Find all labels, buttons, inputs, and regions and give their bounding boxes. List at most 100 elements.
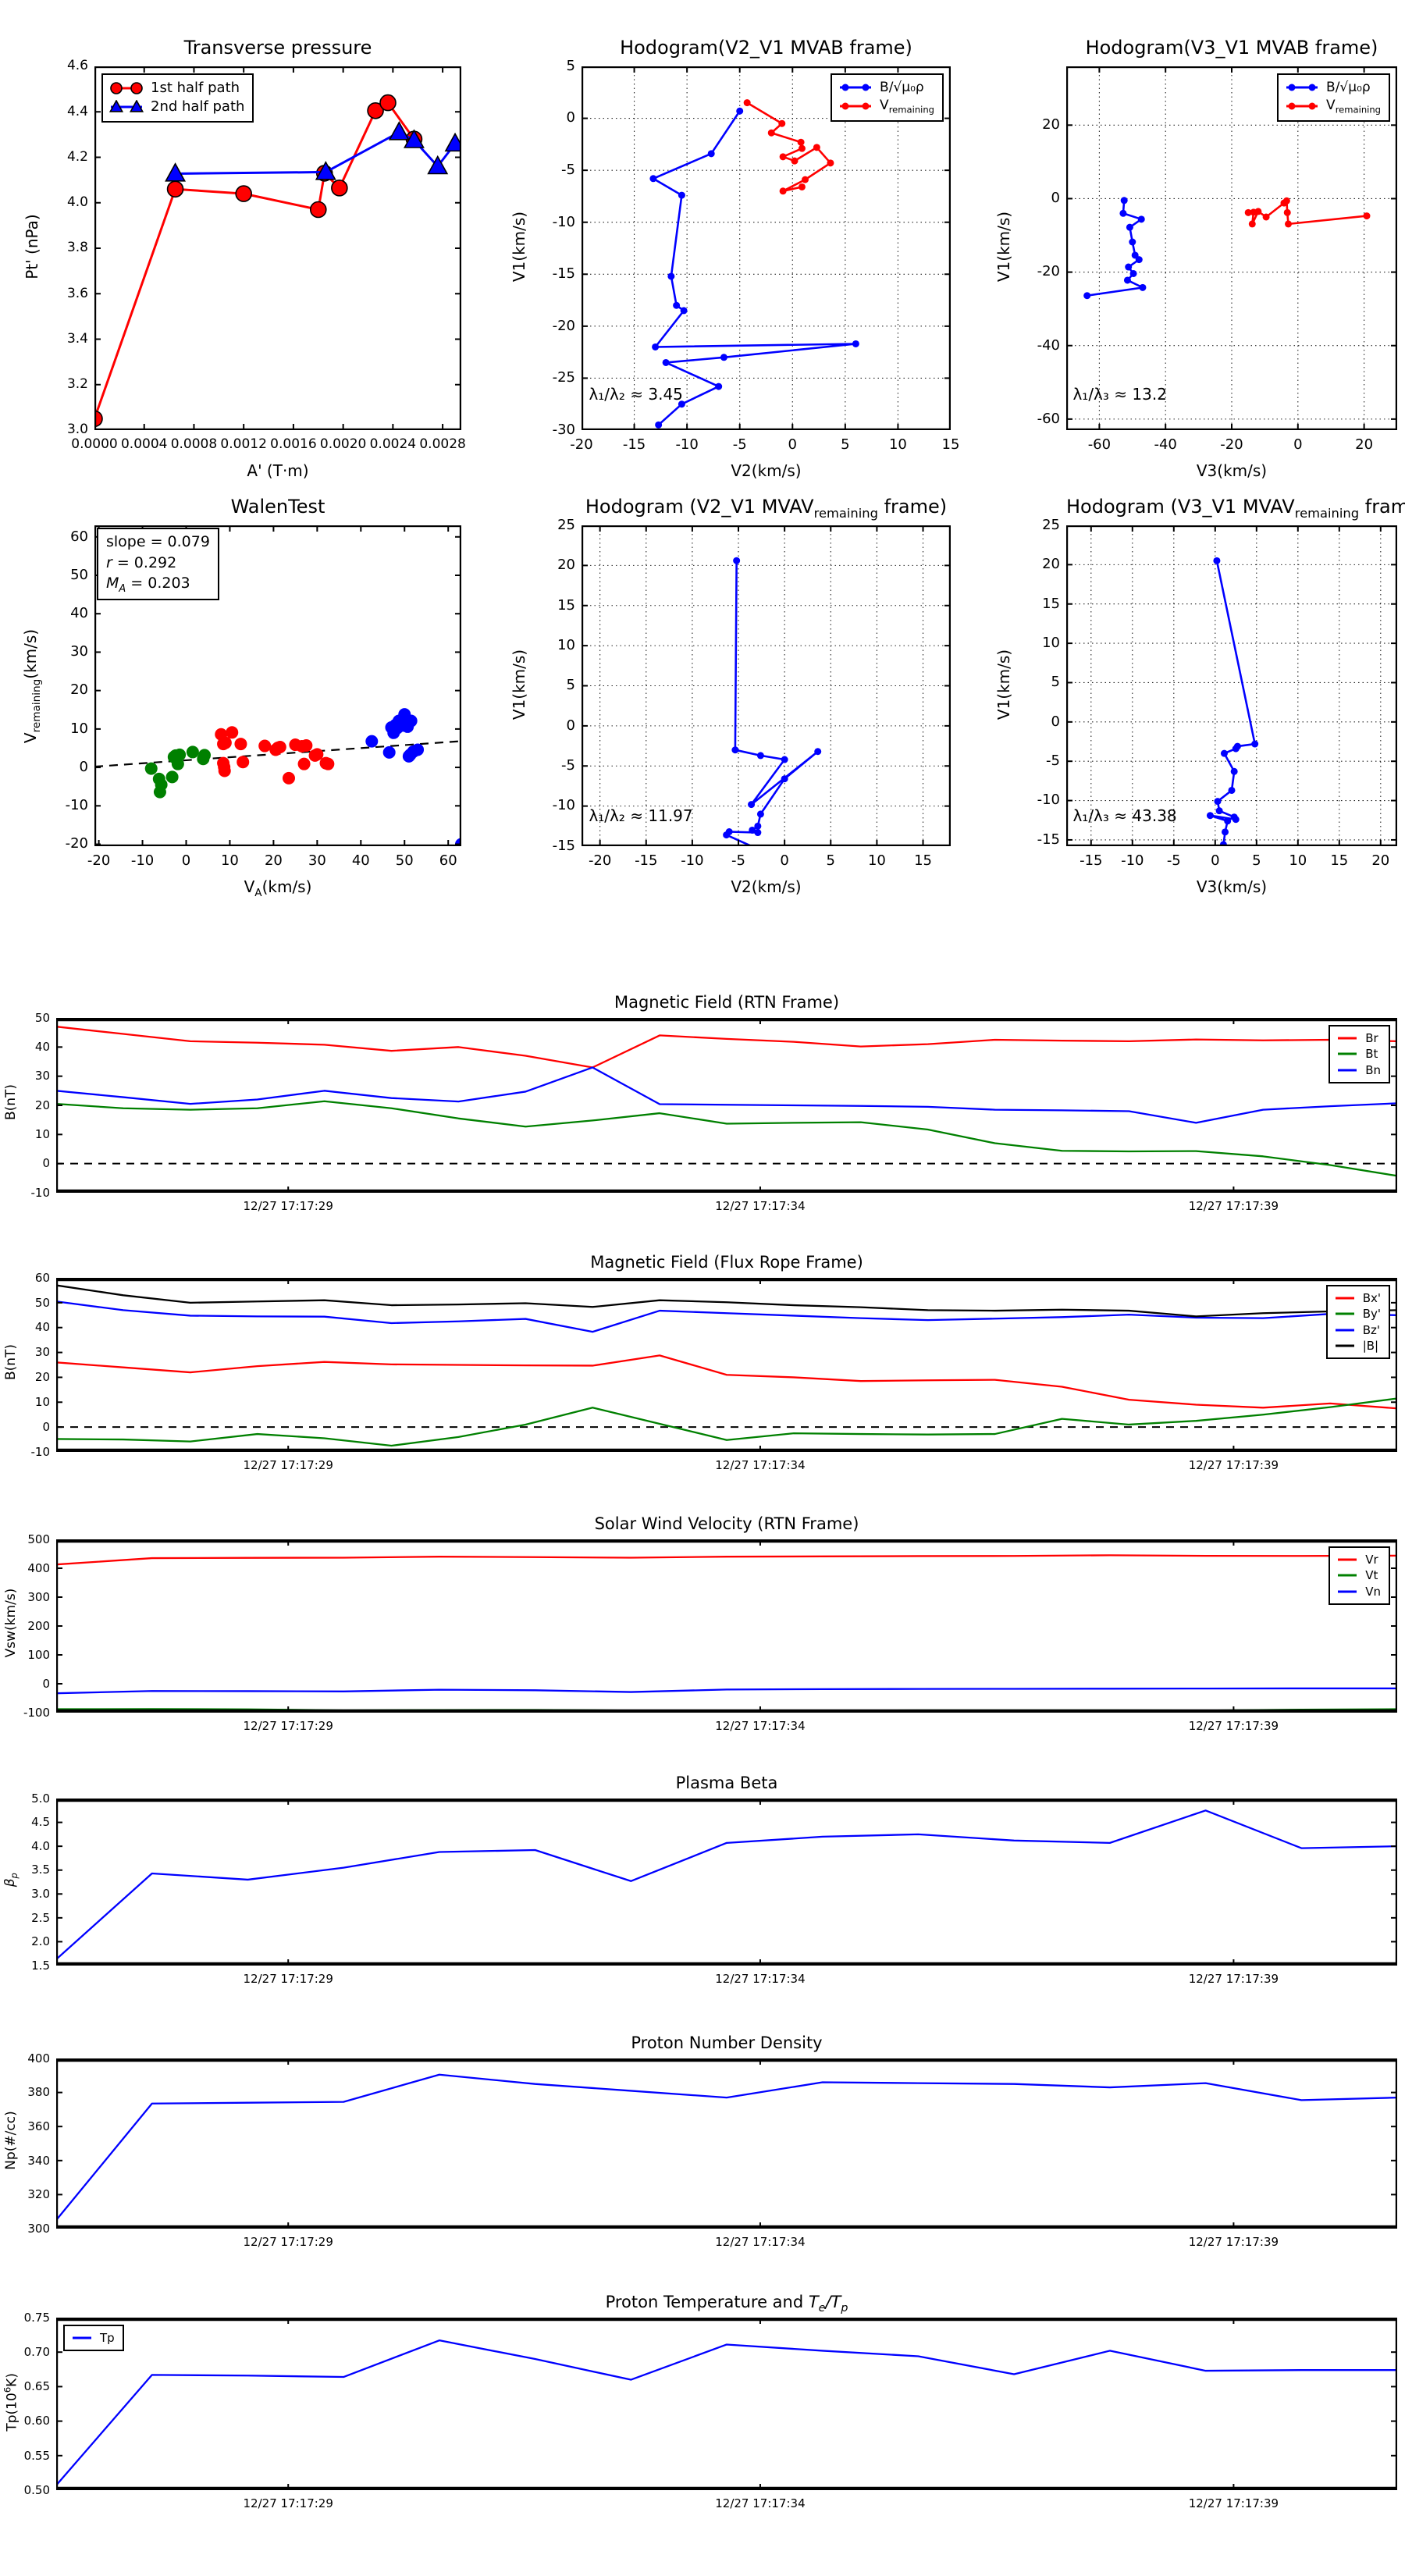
panel-hodogram-v3v1-mvav-ytick-8: 25: [1042, 516, 1060, 533]
panel-hodogram-v3v1-mvab-ytick-2: -20: [1037, 263, 1060, 280]
panel-hodogram-v3v1-mvab-legend-item-0: B/√μ₀ρ: [1284, 79, 1381, 97]
panel-proton-temperature-ytick-4: 0.70: [23, 2344, 50, 2359]
panel-plasma-beta-xtick-0: 12/27 17:17:29: [243, 1972, 333, 1986]
panel-proton-temperature-ytick-3: 0.65: [23, 2379, 50, 2394]
panel-transverse-pressure-xlabel: A' (T·m): [247, 461, 309, 480]
panel-hodogram-v2v1-mvab-xtick-2: -10: [675, 436, 699, 453]
panel-b-rtn-ytick-0: -10: [30, 1185, 51, 1200]
panel-transverse-pressure-xtick-5: 0.0020: [319, 436, 367, 452]
panel-hodogram-v3v1-mvab-ytick-1: -40: [1037, 336, 1060, 354]
panel-hodogram-v2v1-mvav-xtick-2: -10: [681, 852, 704, 869]
panel-transverse-pressure-xtick-0: 0.0000: [71, 436, 118, 452]
panel-hodogram-v3v1-mvab-annotation-0: λ₁/λ₃ ≈ 13.2: [1072, 384, 1167, 404]
legend-line-sample-icon: [1338, 1052, 1357, 1055]
panel-transverse-pressure-legend: 1st half path 2nd half path: [101, 73, 254, 123]
panel-proton-density-plot-svg: [56, 2058, 1397, 2229]
panel-hodogram-v2v1-mvav-annotation-0: λ₁/λ₂ ≈ 11.97: [589, 806, 693, 825]
panel-b-fluxrope-legend-item-3: |B|: [1333, 1338, 1381, 1354]
panel-b-fluxrope-xtick-2: 12/27 17:17:39: [1188, 1458, 1279, 1472]
legend-line-sample-icon: [1335, 1344, 1354, 1347]
legend-line-sample-icon: [1335, 1312, 1354, 1315]
panel-hodogram-v3v1-mvav-ylabel: V1(km/s): [994, 649, 1013, 720]
panel-plasma-beta-ytick-4: 3.5: [31, 1863, 50, 1877]
panel-proton-density-xtick-2: 12/27 17:17:39: [1188, 2235, 1279, 2249]
panel-transverse-pressure-xtick-3: 0.0012: [220, 436, 267, 452]
panel-hodogram-v3v1-mvav-ytick-1: -10: [1037, 792, 1060, 809]
panel-b-fluxrope-title: Magnetic Field (Flux Rope Frame): [590, 1253, 863, 1272]
panel-b-rtn-xtick-0: 12/27 17:17:29: [243, 1199, 333, 1213]
panel-hodogram-v3v1-mvab-ytick-3: 0: [1051, 190, 1060, 207]
panel-proton-density-ytick-0: 300: [27, 2221, 50, 2236]
panel-plasma-beta-xtick-2: 12/27 17:17:39: [1188, 1972, 1279, 1986]
panel-hodogram-v3v1-mvav-xtick-7: 20: [1371, 852, 1390, 869]
panel-proton-temperature-legend-item-0: Tp: [70, 2330, 115, 2346]
panel-plasma-beta-title: Plasma Beta: [675, 1774, 778, 1792]
panel-hodogram-v2v1-mvav-xtick-1: -15: [635, 852, 658, 869]
panel-hodogram-v2v1-mvav-xtick-7: 15: [914, 852, 932, 869]
panel-walen-test-title: WalenTest: [230, 496, 325, 518]
panel-hodogram-v2v1-mvab-legend-item-1: Vremaining: [838, 97, 934, 116]
panel-hodogram-v2v1-mvav-plot-svg: [582, 525, 951, 846]
panel-transverse-pressure-ytick-1: 3.2: [66, 376, 88, 393]
panel-hodogram-v2v1-mvav-xtick-5: 5: [826, 852, 835, 869]
panel-walen-test-statbox: slope = 0.079 r = 0.292 MA = 0.203: [97, 528, 219, 601]
panel-hodogram-v2v1-mvav-xtick-6: 10: [867, 852, 886, 869]
legend-item-label: Bn: [1365, 1062, 1381, 1077]
panel-b-rtn-ytick-1: 0: [42, 1156, 50, 1171]
panel-plasma-beta-ytick-1: 2.0: [31, 1934, 50, 1949]
panel-b-fluxrope-ylabel: B(nT): [3, 1343, 19, 1380]
panel-hodogram-v2v1-mvab-plot-svg: [582, 66, 951, 430]
panel-transverse-pressure-ytick-5: 4.0: [66, 194, 88, 211]
legend-item-label: Vremaining: [1326, 97, 1381, 116]
panel-hodogram-v3v1-mvav-ytick-7: 20: [1042, 556, 1060, 573]
panel-hodogram-v2v1-mvab-xtick-3: -5: [732, 436, 747, 453]
panel-proton-density-ytick-1: 320: [27, 2187, 50, 2202]
panel-hodogram-v3v1-mvav-xlabel: V3(km/s): [1196, 877, 1268, 896]
legend-item-label: Vn: [1365, 1584, 1381, 1599]
legend-item-label: Vremaining: [880, 97, 934, 116]
panel-hodogram-v2v1-mvav-xtick-0: -20: [588, 852, 612, 869]
panel-transverse-pressure-xtick-6: 0.0024: [369, 436, 417, 452]
panel-proton-temperature-xtick-0: 12/27 17:17:29: [243, 2496, 333, 2510]
panel-transverse-pressure-ytick-4: 3.8: [66, 240, 88, 256]
legend-item-label: By': [1362, 1307, 1381, 1322]
panel-transverse-pressure-xtick-2: 0.0008: [170, 436, 218, 452]
legend-line-sample-icon: [1338, 1558, 1357, 1561]
panel-proton-density-ytick-2: 340: [27, 2153, 50, 2168]
panel-b-fluxrope-legend-item-0: Bx': [1333, 1290, 1381, 1306]
panel-hodogram-v3v1-mvav-ytick-0: -15: [1037, 831, 1060, 848]
panel-walen-test-xtick-5: 30: [308, 852, 326, 869]
panel-transverse-pressure-xtick-4: 0.0016: [270, 436, 317, 452]
panel-walen-test-ytick-2: 0: [79, 758, 88, 775]
panel-hodogram-v3v1-mvav-xtick-6: 15: [1330, 852, 1349, 869]
panel-proton-density-ytick-5: 400: [27, 2051, 50, 2065]
panel-hodogram-v2v1-mvab-xtick-1: -15: [622, 436, 646, 453]
panel-walen-test-xtick-8: 60: [439, 852, 457, 869]
panel-proton-density-ylabel: Np(#/cc): [3, 2111, 19, 2170]
legend-item-label: Vr: [1365, 1553, 1378, 1567]
panel-proton-temperature-title: Proton Temperature and Te/Tp: [605, 2293, 848, 2315]
panel-plasma-beta-ytick-3: 3.0: [31, 1886, 50, 1901]
panel-hodogram-v2v1-mvav-ylabel: V1(km/s): [510, 649, 528, 720]
panel-vsw-rtn-legend: Vr Vt Vn: [1329, 1546, 1390, 1605]
panel-hodogram-v3v1-mvav-ytick-5: 10: [1042, 634, 1060, 651]
panel-walen-test-plot-svg: [94, 525, 461, 846]
panel-b-rtn-ylabel: B(nT): [3, 1083, 19, 1121]
panel-hodogram-v2v1-mvab-ytick-7: 5: [566, 57, 575, 74]
panel-hodogram-v3v1-mvab-title: Hodogram(V3_V1 MVAB frame): [1085, 37, 1378, 59]
panel-walen-test-ytick-0: -20: [65, 835, 88, 852]
legend-item-label: Bx': [1362, 1291, 1381, 1305]
panel-b-fluxrope-xtick-0: 12/27 17:17:29: [243, 1458, 333, 1472]
panel-hodogram-v2v1-mvab-ytick-4: -10: [552, 213, 575, 230]
panel-proton-density-xtick-0: 12/27 17:17:29: [243, 2235, 333, 2249]
panel-walen-test-xtick-4: 20: [264, 852, 283, 869]
panel-vsw-rtn-ytick-5: 400: [27, 1560, 50, 1575]
panel-b-fluxrope-plot-svg: [56, 1278, 1397, 1452]
panel-hodogram-v2v1-mvab-xlabel: V2(km/s): [731, 461, 802, 480]
panel-walen-test-xtick-6: 40: [351, 852, 370, 869]
panel-proton-density-xtick-1: 12/27 17:17:34: [715, 2235, 806, 2249]
panel-plasma-beta-ytick-7: 5.0: [31, 1791, 50, 1806]
panel-hodogram-v2v1-mvav-ytick-2: -5: [561, 757, 575, 774]
panel-hodogram-v3v1-mvab-xlabel: V3(km/s): [1196, 461, 1268, 480]
panel-vsw-rtn-legend-item-1: Vt: [1336, 1567, 1381, 1583]
